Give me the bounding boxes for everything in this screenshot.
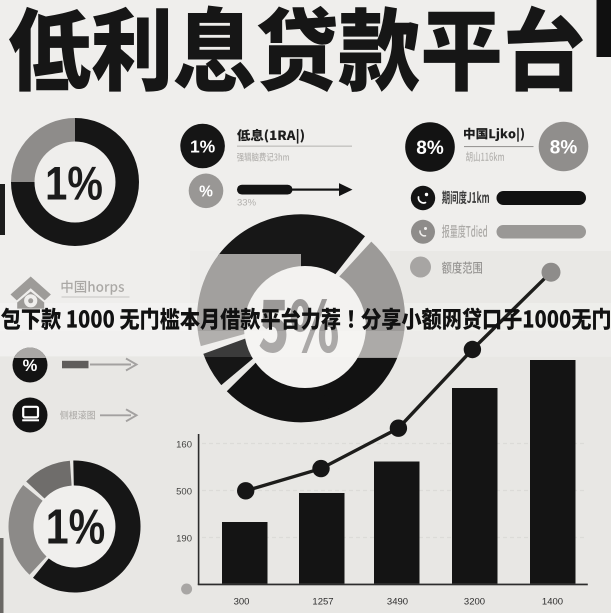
svg-text:33%: 33% (237, 198, 257, 209)
svg-text:8%: 8% (550, 137, 578, 158)
svg-text:%: % (23, 357, 38, 375)
svg-text:8%: 8% (416, 138, 444, 159)
svg-text:3200: 3200 (464, 597, 485, 608)
svg-text:3490: 3490 (387, 597, 408, 608)
svg-text:1400: 1400 (542, 597, 563, 608)
svg-text:1%: 1% (45, 159, 103, 211)
svg-text:190: 190 (176, 534, 192, 545)
svg-text:1%: 1% (46, 499, 105, 554)
svg-text:%: % (199, 183, 213, 200)
svg-text:1257: 1257 (312, 597, 333, 608)
svg-text:500: 500 (176, 487, 192, 498)
svg-text:300: 300 (234, 597, 250, 608)
svg-text:1%: 1% (190, 137, 216, 157)
svg-text:160: 160 (176, 440, 192, 451)
